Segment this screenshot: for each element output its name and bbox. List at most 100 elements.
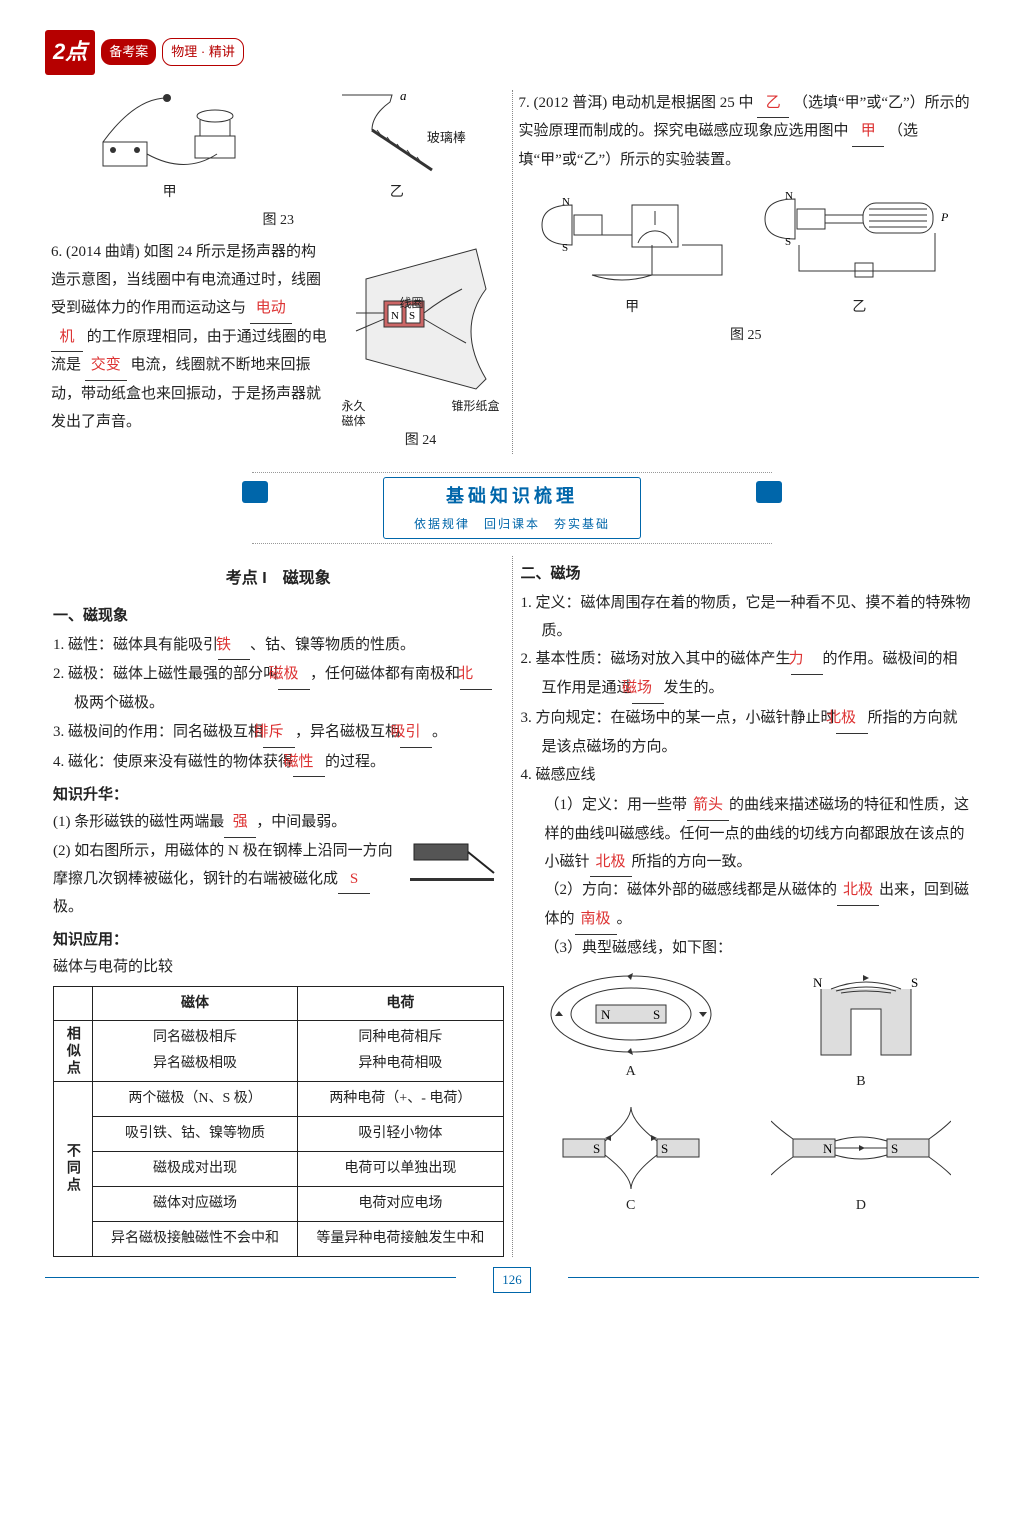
knowledge-apply-heading: 知识应用： <box>53 926 504 954</box>
ribbon-title: 基础知识梳理 <box>414 480 610 513</box>
s2-item-4: 4. 磁感应线 <box>521 762 972 790</box>
knowledge-sublimate-heading: 知识升华： <box>53 781 504 809</box>
s2-blank-1: 力 <box>791 646 823 675</box>
svg-text:N: N <box>391 310 399 322</box>
sub-blank-1: 强 <box>224 809 256 838</box>
s1-blank-5: 吸引 <box>400 719 432 748</box>
fieldfig-C: S S C <box>521 1103 741 1219</box>
table-corner <box>54 986 93 1021</box>
s1-blank-1: 铁 <box>218 632 250 661</box>
table-cell: 电荷对应电场 <box>298 1186 503 1221</box>
sublimate-1: (1) 条形磁铁的磁性两端最强，中间最弱。 <box>53 809 504 838</box>
table-vh-diff: 不同点 <box>54 1082 93 1256</box>
page-number: 126 <box>493 1267 531 1293</box>
main-left-col: 考点 I 磁现象 一、磁现象 1. 磁性：磁体具有能吸引铁、钴、镍等物质的性质。… <box>45 556 512 1256</box>
table-cell: 等量异种电荷接触发生中和 <box>298 1221 503 1256</box>
s2-blank-2: 磁场 <box>632 675 664 704</box>
glass-rod-label: 玻璃棒 <box>427 126 466 150</box>
section-2-list: 1. 定义：磁体周围存在着的物质，它是一种看不见、摸不着的特殊物质。 2. 基本… <box>521 590 972 790</box>
figure-23-row: 甲 a 玻璃棒 乙 <box>51 90 506 206</box>
top-right-col: 7. (2012 普洱) 电动机是根据图 25 中 乙 （选填“甲”或“乙”）所… <box>512 90 980 454</box>
compare-table: 磁体 电荷 相似点 同名磁极相斥 异名磁极相吸 同种电荷相斥 异种电荷相吸 不同… <box>53 986 504 1257</box>
page-footer: 126 <box>45 1267 979 1295</box>
fig24-cone-label: 锥形纸盒 <box>451 399 499 428</box>
s2-blank-3: 北极 <box>836 705 868 734</box>
svg-text:N: N <box>562 196 570 208</box>
table-cell: 同名磁极相斥 异名磁极相吸 <box>92 1021 297 1082</box>
figure-23-jia-label: 甲 <box>95 180 245 206</box>
q6-blank-1b: 机 <box>51 324 83 353</box>
fieldfig-D-label: D <box>751 1193 971 1219</box>
question-6: 6. (2014 曲靖) 如图 24 所示是扬声器的构造示意图，当线圈中有电流通… <box>51 239 506 454</box>
figure-24-caption: 图 24 <box>336 428 506 454</box>
s2-blank-7: 南极 <box>575 906 617 935</box>
figure-23-caption: 图 23 <box>51 208 506 234</box>
sublimate-2: (2) 如右图所示，用磁体的 N 极在钢棒上沿同一方向摩擦几次钢棒被磁化，钢针的… <box>53 838 504 922</box>
s2-item-2: 2. 基本性质：磁场对放入其中的磁体产生力的作用。磁极间的相互作用是通过磁场发生… <box>521 646 972 704</box>
keypoint-1-title: 考点 I 磁现象 <box>53 564 504 594</box>
page-header: 2点 备考案 物理 · 精讲 <box>45 30 979 75</box>
figure-23-jia: 甲 <box>95 90 245 206</box>
top-columns: 甲 a 玻璃棒 乙 图 23 6 <box>45 90 979 454</box>
sub-blank-2: S <box>338 866 370 895</box>
fieldfig-B: NS B <box>751 969 971 1095</box>
figure-25-jia-label: 甲 <box>532 295 732 321</box>
q6-blank-2: 交变 <box>85 352 127 381</box>
s2-blank-6: 北极 <box>837 877 879 906</box>
table-cell: 异名磁极接触磁性不会中和 <box>92 1221 297 1256</box>
brand-badge: 2点 <box>45 30 95 75</box>
fig24-magnet-label: 永久 磁体 <box>342 399 366 428</box>
main-columns: 考点 I 磁现象 一、磁现象 1. 磁性：磁体具有能吸引铁、钴、镍等物质的性质。… <box>45 556 979 1256</box>
fieldfig-D: N S D <box>751 1103 971 1219</box>
table-cell: 两个磁极（N、S 极） <box>92 1082 297 1117</box>
book-icon <box>242 481 268 503</box>
figure-24: N S 永久 磁体 锥形纸盒 线圈 图 24 <box>336 239 506 454</box>
ribbon-subtitle: 依据规律 回归课本 夯实基础 <box>414 513 610 535</box>
table-head-charge: 电荷 <box>298 986 503 1021</box>
q7-blank-1: 乙 <box>757 90 789 119</box>
svg-text:P: P <box>940 210 949 224</box>
svg-text:S: S <box>562 242 568 254</box>
figure-25-jia: N S 甲 <box>532 185 732 321</box>
table-cell: 电荷可以单独出现 <box>298 1151 503 1186</box>
section-2-heading: 二、磁场 <box>521 560 972 588</box>
svg-text:a: a <box>400 90 407 103</box>
section-1-heading: 一、磁现象 <box>53 602 504 630</box>
figure-23-yi: a 玻璃棒 乙 <box>332 90 462 206</box>
figure-25-yi-label: 乙 <box>759 295 959 321</box>
subject-box: 物理 · 精讲 <box>162 38 244 66</box>
table-cell: 同种电荷相斥 异种电荷相吸 <box>298 1021 503 1082</box>
s2-blank-5: 北极 <box>590 849 632 878</box>
fig24-coil-label: 线圈 <box>400 292 424 314</box>
svg-text:N: N <box>601 1007 611 1022</box>
s2-item-1: 1. 定义：磁体周围存在着的物质，它是一种看不见、摸不着的特殊物质。 <box>521 590 972 646</box>
svg-text:N: N <box>813 975 823 990</box>
svg-text:S: S <box>891 1141 898 1156</box>
section-ribbon: 基础知识梳理 依据规律 回归课本 夯实基础 <box>252 472 772 544</box>
s1-blank-2: 磁极 <box>278 661 310 690</box>
question-6-text: 6. (2014 曲靖) 如图 24 所示是扬声器的构造示意图，当线圈中有电流通… <box>51 239 328 436</box>
table-head-magnet: 磁体 <box>92 986 297 1021</box>
s2-blank-4: 箭头 <box>687 792 729 821</box>
table-cell: 磁体对应磁场 <box>92 1186 297 1221</box>
s2-4-1: （1）定义：用一些带箭头的曲线来描述磁场的特征和性质，这样的曲线叫磁感线。任何一… <box>521 792 972 877</box>
svg-text:S: S <box>661 1141 668 1156</box>
svg-text:S: S <box>653 1007 660 1022</box>
s2-4-3: （3）典型磁感线，如下图： <box>521 935 972 963</box>
figure-23-yi-label: 乙 <box>332 180 462 206</box>
fieldfig-A-label: A <box>521 1059 741 1085</box>
svg-text:N: N <box>823 1141 833 1156</box>
table-cell: 吸引铁、钴、镍等物质 <box>92 1117 297 1152</box>
fieldfig-B-label: B <box>751 1069 971 1095</box>
book-icon <box>756 481 782 503</box>
section-1-list: 1. 磁性：磁体具有能吸引铁、钴、镍等物质的性质。 2. 磁极：磁体上磁性最强的… <box>53 632 504 778</box>
q6-blank-1: 电动 <box>250 295 292 324</box>
table-vh-similar: 相似点 <box>54 1021 93 1082</box>
fieldline-figures: N S A N S <box>521 969 972 1219</box>
question-7-text: 7. (2012 普洱) 电动机是根据图 25 中 乙 （选填“甲”或“乙”）所… <box>519 90 974 175</box>
fieldfig-C-label: C <box>521 1193 741 1219</box>
q7-blank-2: 甲 <box>852 118 884 147</box>
s1-blank-4: 排斥 <box>263 719 295 748</box>
main-right-col: 二、磁场 1. 定义：磁体周围存在着的物质，它是一种看不见、摸不着的特殊物质。 … <box>512 556 980 1256</box>
top-left-col: 甲 a 玻璃棒 乙 图 23 6 <box>45 90 512 454</box>
